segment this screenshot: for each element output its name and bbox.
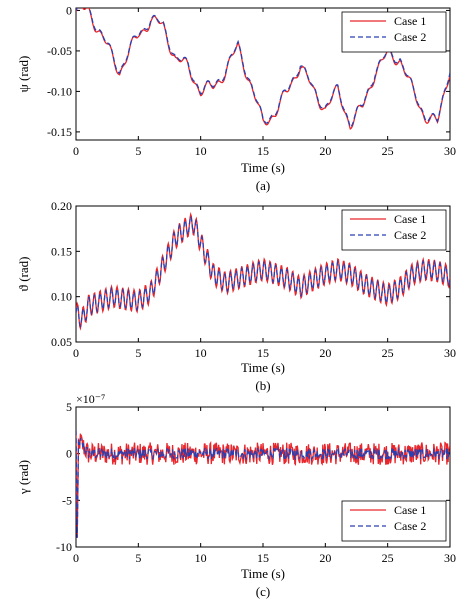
y-axis-label: ϑ (rad) (16, 257, 31, 292)
legend-label: Case 1 (394, 212, 426, 226)
x-tick-label: 10 (195, 144, 207, 158)
panel-caption: (a) (256, 178, 270, 193)
x-tick-label: 30 (444, 144, 456, 158)
panel-caption: (b) (255, 378, 270, 393)
legend-label: Case 1 (394, 14, 426, 28)
y-tick-label: 5 (66, 400, 72, 414)
x-tick-label: 5 (135, 346, 141, 360)
x-axis-label: Time (s) (241, 160, 285, 175)
y-tick-label: -5 (62, 493, 72, 507)
chart-panel-a: 0 5 10 15 20 25 30 0 -0.05 -0.10 -0.15 Time (s) ψ (r… (16, 3, 456, 193)
x-tick-label: 30 (444, 551, 456, 565)
legend-label: Case 2 (394, 519, 426, 533)
y-tick-label: 0.20 (51, 199, 72, 213)
series-line-case-2 (76, 430, 450, 538)
y-tick-label: 0.10 (51, 290, 72, 304)
y-tick-label: 0.15 (51, 244, 72, 258)
y-tick-label: 0 (66, 3, 72, 17)
legend-label: Case 2 (394, 228, 426, 242)
y-axis-label: γ (rad) (16, 460, 31, 495)
y-tick-label: 0.05 (51, 335, 72, 349)
x-tick-label: 20 (319, 144, 331, 158)
x-axis-label: Time (s) (241, 360, 285, 375)
series-line-case-2 (76, 214, 450, 329)
x-tick-label: 25 (382, 346, 394, 360)
y-exponent: ×10⁻⁷ (76, 392, 105, 406)
series-group (76, 430, 450, 538)
legend-label: Case 2 (394, 30, 426, 44)
x-tick-label: 0 (73, 551, 79, 565)
x-tick-label: 20 (319, 551, 331, 565)
x-tick-label: 5 (135, 144, 141, 158)
x-tick-label: 10 (195, 346, 207, 360)
legend-box (341, 209, 447, 251)
x-tick-label: 25 (382, 144, 394, 158)
y-tick-label: -10 (56, 540, 72, 554)
x-axis-label: Time (s) (241, 566, 285, 581)
y-axis-label: ψ (rad) (16, 56, 31, 93)
x-tick-label: 25 (382, 551, 394, 565)
y-tick-label: -0.10 (47, 84, 72, 98)
x-tick-label: 5 (135, 551, 141, 565)
chart-panel-b: 0 5 10 15 20 25 30 0.20 0.15 0.10 0.05 Time (s) ϑ (r… (16, 199, 456, 393)
x-tick-label: 10 (195, 551, 207, 565)
legend: Case 1 Case 2 (341, 209, 447, 251)
y-tick-label: -0.15 (47, 125, 72, 139)
x-tick-label: 30 (444, 346, 456, 360)
x-tick-label: 0 (73, 144, 79, 158)
x-tick-label: 0 (73, 346, 79, 360)
legend-box (341, 11, 447, 53)
x-tick-label: 15 (257, 346, 269, 360)
legend-box (341, 500, 447, 542)
panel-caption: (c) (256, 584, 270, 599)
x-tick-label: 20 (319, 346, 331, 360)
legend-label: Case 1 (394, 503, 426, 517)
x-tick-label: 15 (257, 144, 269, 158)
series-group (76, 211, 450, 331)
chart-panel-c: 0 5 10 15 20 25 30 5 0 -5 -10 ×10⁻⁷ Time (s) γ (rad) (… (16, 392, 456, 599)
y-tick-label: -0.05 (47, 44, 72, 58)
legend: Case 1 Case 2 (341, 500, 447, 542)
y-tick-label: 0 (66, 447, 72, 461)
legend: Case 1 Case 2 (341, 11, 447, 53)
x-tick-label: 15 (257, 551, 269, 565)
